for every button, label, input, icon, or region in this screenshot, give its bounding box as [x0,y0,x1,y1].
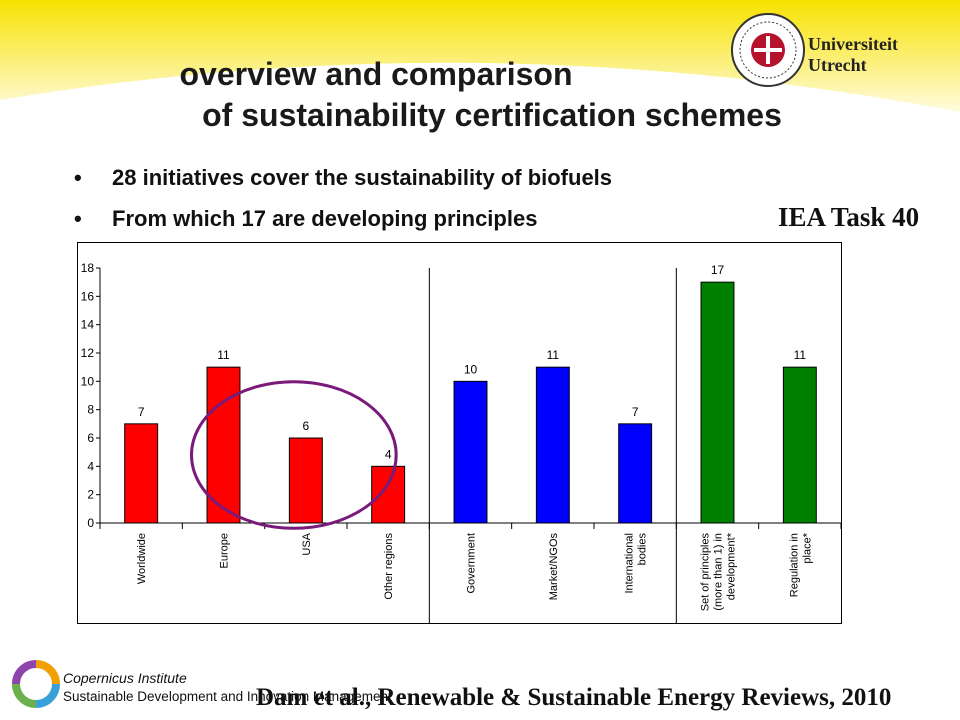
bar-chart-svg: 0 2 4 6 8 10 12 14 16 18 7 11 6 4 10 11 7 17 11 Worldwide Eu… [81,261,841,623]
bullet-dot: • [74,206,82,231]
bar [288,437,323,524]
bullet-text: From which 17 are developing principles [112,206,538,231]
x-category-label: place* [801,532,813,563]
highlight-circle [189,380,398,530]
university-name: Universiteit Utrecht [808,34,898,75]
iea-task-label: IEA Task 40 [778,202,920,232]
bar [700,281,735,524]
x-category-label: development* [726,532,738,600]
y-tick-label: 8 [87,403,94,417]
x-category-label: bodies [637,533,649,566]
y-tick-label: 4 [87,459,94,473]
x-category-label: Government [466,533,478,594]
bar [782,366,817,524]
y-tick-label: 14 [81,318,95,332]
x-category-label: Set of principles [700,533,712,612]
data-label: 11 [217,348,230,362]
y-tick-label: 2 [87,488,94,502]
y-tick-label: 10 [81,374,95,388]
x-category-label: Worldwide [136,533,148,584]
x-category-label: Europe [219,533,231,568]
x-category-label: Regulation in [788,533,800,597]
bar [535,366,570,524]
copernicus-logo-icon [12,660,60,708]
bar [124,423,159,524]
x-category-label: International [624,533,636,594]
data-label: 17 [711,263,725,277]
data-label: 6 [302,419,309,433]
university-logo: Universiteit Utrecht [730,8,960,94]
bar [371,465,406,524]
bullet-item: • 28 initiatives cover the sustainability… [70,160,612,201]
page-title-line1: overview and comparison [179,56,573,92]
bullet-item: • From which 17 are developing principles [70,201,612,242]
institute-subtitle: Sustainable Development and Innovation M… [63,689,392,704]
bar [206,366,241,524]
data-label: 11 [547,348,560,362]
x-category-label: USA [301,532,313,555]
citation: Dam et al., Renewable & Sustainable Ener… [256,684,892,711]
bar [618,423,653,524]
y-tick-label: 0 [87,516,94,530]
y-tick-label: 6 [87,431,94,445]
institute-name: Copernicus Institute [63,670,187,686]
bullet-dot: • [74,165,82,190]
data-label: 7 [632,405,639,419]
data-label: 10 [464,362,478,376]
data-label: 11 [794,348,807,362]
y-tick-label: 18 [81,261,95,275]
page-title-line2: of sustainability certification schemes [202,97,782,133]
bar-chart: 0 2 4 6 8 10 12 14 16 18 7 11 6 4 10 11 7 17 11 Worldwide Eu… [77,242,842,624]
y-tick-label: 16 [81,289,95,303]
university-seal-icon [731,13,805,87]
bullet-text: 28 initiatives cover the sustainability … [112,165,613,190]
header-yellow-band [0,0,960,112]
bullet-list: • 28 initiatives cover the sustainability… [70,160,612,242]
x-category-label: Market/NGOs [548,533,560,601]
bar [453,380,488,524]
x-category-label: (more than 1) in [713,533,725,611]
data-label: 7 [138,405,145,419]
x-category-label: Other regions [383,533,395,600]
y-tick-label: 12 [81,346,95,360]
data-label: 4 [385,447,392,461]
